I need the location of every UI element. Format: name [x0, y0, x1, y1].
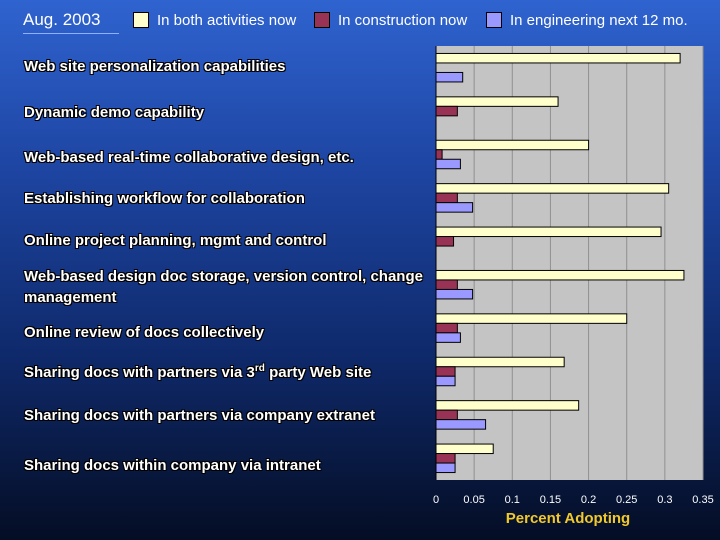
bar — [435, 356, 565, 368]
bar — [435, 332, 461, 343]
x-tick-label: 0.35 — [692, 494, 713, 506]
bar — [435, 443, 494, 455]
bar — [435, 288, 474, 300]
plot-area — [436, 46, 703, 480]
x-tick-label: 0.3 — [657, 494, 672, 506]
category-label: Web-based real-time collaborative design… — [24, 149, 354, 166]
bar — [435, 322, 458, 334]
category-label: Web-based design doc storage, version co… — [24, 268, 423, 306]
x-tick-label: 0.1 — [505, 494, 520, 506]
legend-label-both: In both activities now — [157, 11, 297, 29]
bar — [435, 453, 456, 464]
legend-swatch-both — [133, 12, 149, 28]
legend-label-engineering: In engineering next 12 mo. — [510, 11, 688, 29]
bar — [435, 139, 590, 151]
x-tick-label: 0.2 — [581, 494, 596, 506]
bar — [435, 226, 662, 238]
bar — [435, 419, 487, 430]
bar — [435, 149, 443, 160]
bar — [435, 158, 461, 170]
x-tick-label: 0 — [433, 494, 439, 506]
category-label: Sharing docs within company via intranet — [24, 457, 321, 474]
legend-item-construction: In construction now — [314, 10, 467, 30]
x-tick-label: 0.05 — [463, 494, 484, 506]
category-label: Sharing docs with partners via company e… — [24, 407, 375, 424]
bar — [435, 375, 456, 387]
category-label: Dynamic demo capability — [24, 104, 205, 121]
bar — [435, 313, 628, 324]
bar — [435, 96, 559, 107]
date-label: Aug. 2003 — [23, 10, 119, 34]
bar — [435, 409, 458, 421]
x-tick-label: 0.15 — [540, 494, 561, 506]
category-label: Online project planning, mgmt and contro… — [24, 232, 327, 249]
x-tick-label: 0.25 — [616, 494, 637, 506]
bar — [435, 462, 456, 474]
legend-item-both: In both activities now — [133, 10, 296, 30]
x-axis-title: Percent Adopting — [505, 510, 631, 527]
bar — [435, 105, 458, 117]
legend-swatch-construction — [314, 12, 330, 28]
bar — [435, 366, 456, 377]
bar — [435, 236, 455, 247]
bar — [435, 192, 458, 204]
legend-item-engineering: In engineering next 12 mo. — [486, 10, 688, 30]
bar — [435, 202, 474, 213]
bar — [435, 52, 681, 64]
legend-label-construction: In construction now — [338, 11, 468, 29]
category-label: Web site personalization capabilities — [24, 58, 286, 75]
category-label: Establishing workflow for collaboration — [24, 190, 305, 207]
bar — [435, 400, 580, 411]
bar — [435, 279, 458, 290]
bar — [435, 71, 464, 83]
category-label: Online review of docs collectively — [24, 324, 265, 341]
category-label: Sharing docs with partners via 3rd party… — [24, 363, 372, 381]
bar — [435, 269, 685, 281]
bar — [435, 183, 670, 194]
legend-swatch-engineering — [486, 12, 502, 28]
